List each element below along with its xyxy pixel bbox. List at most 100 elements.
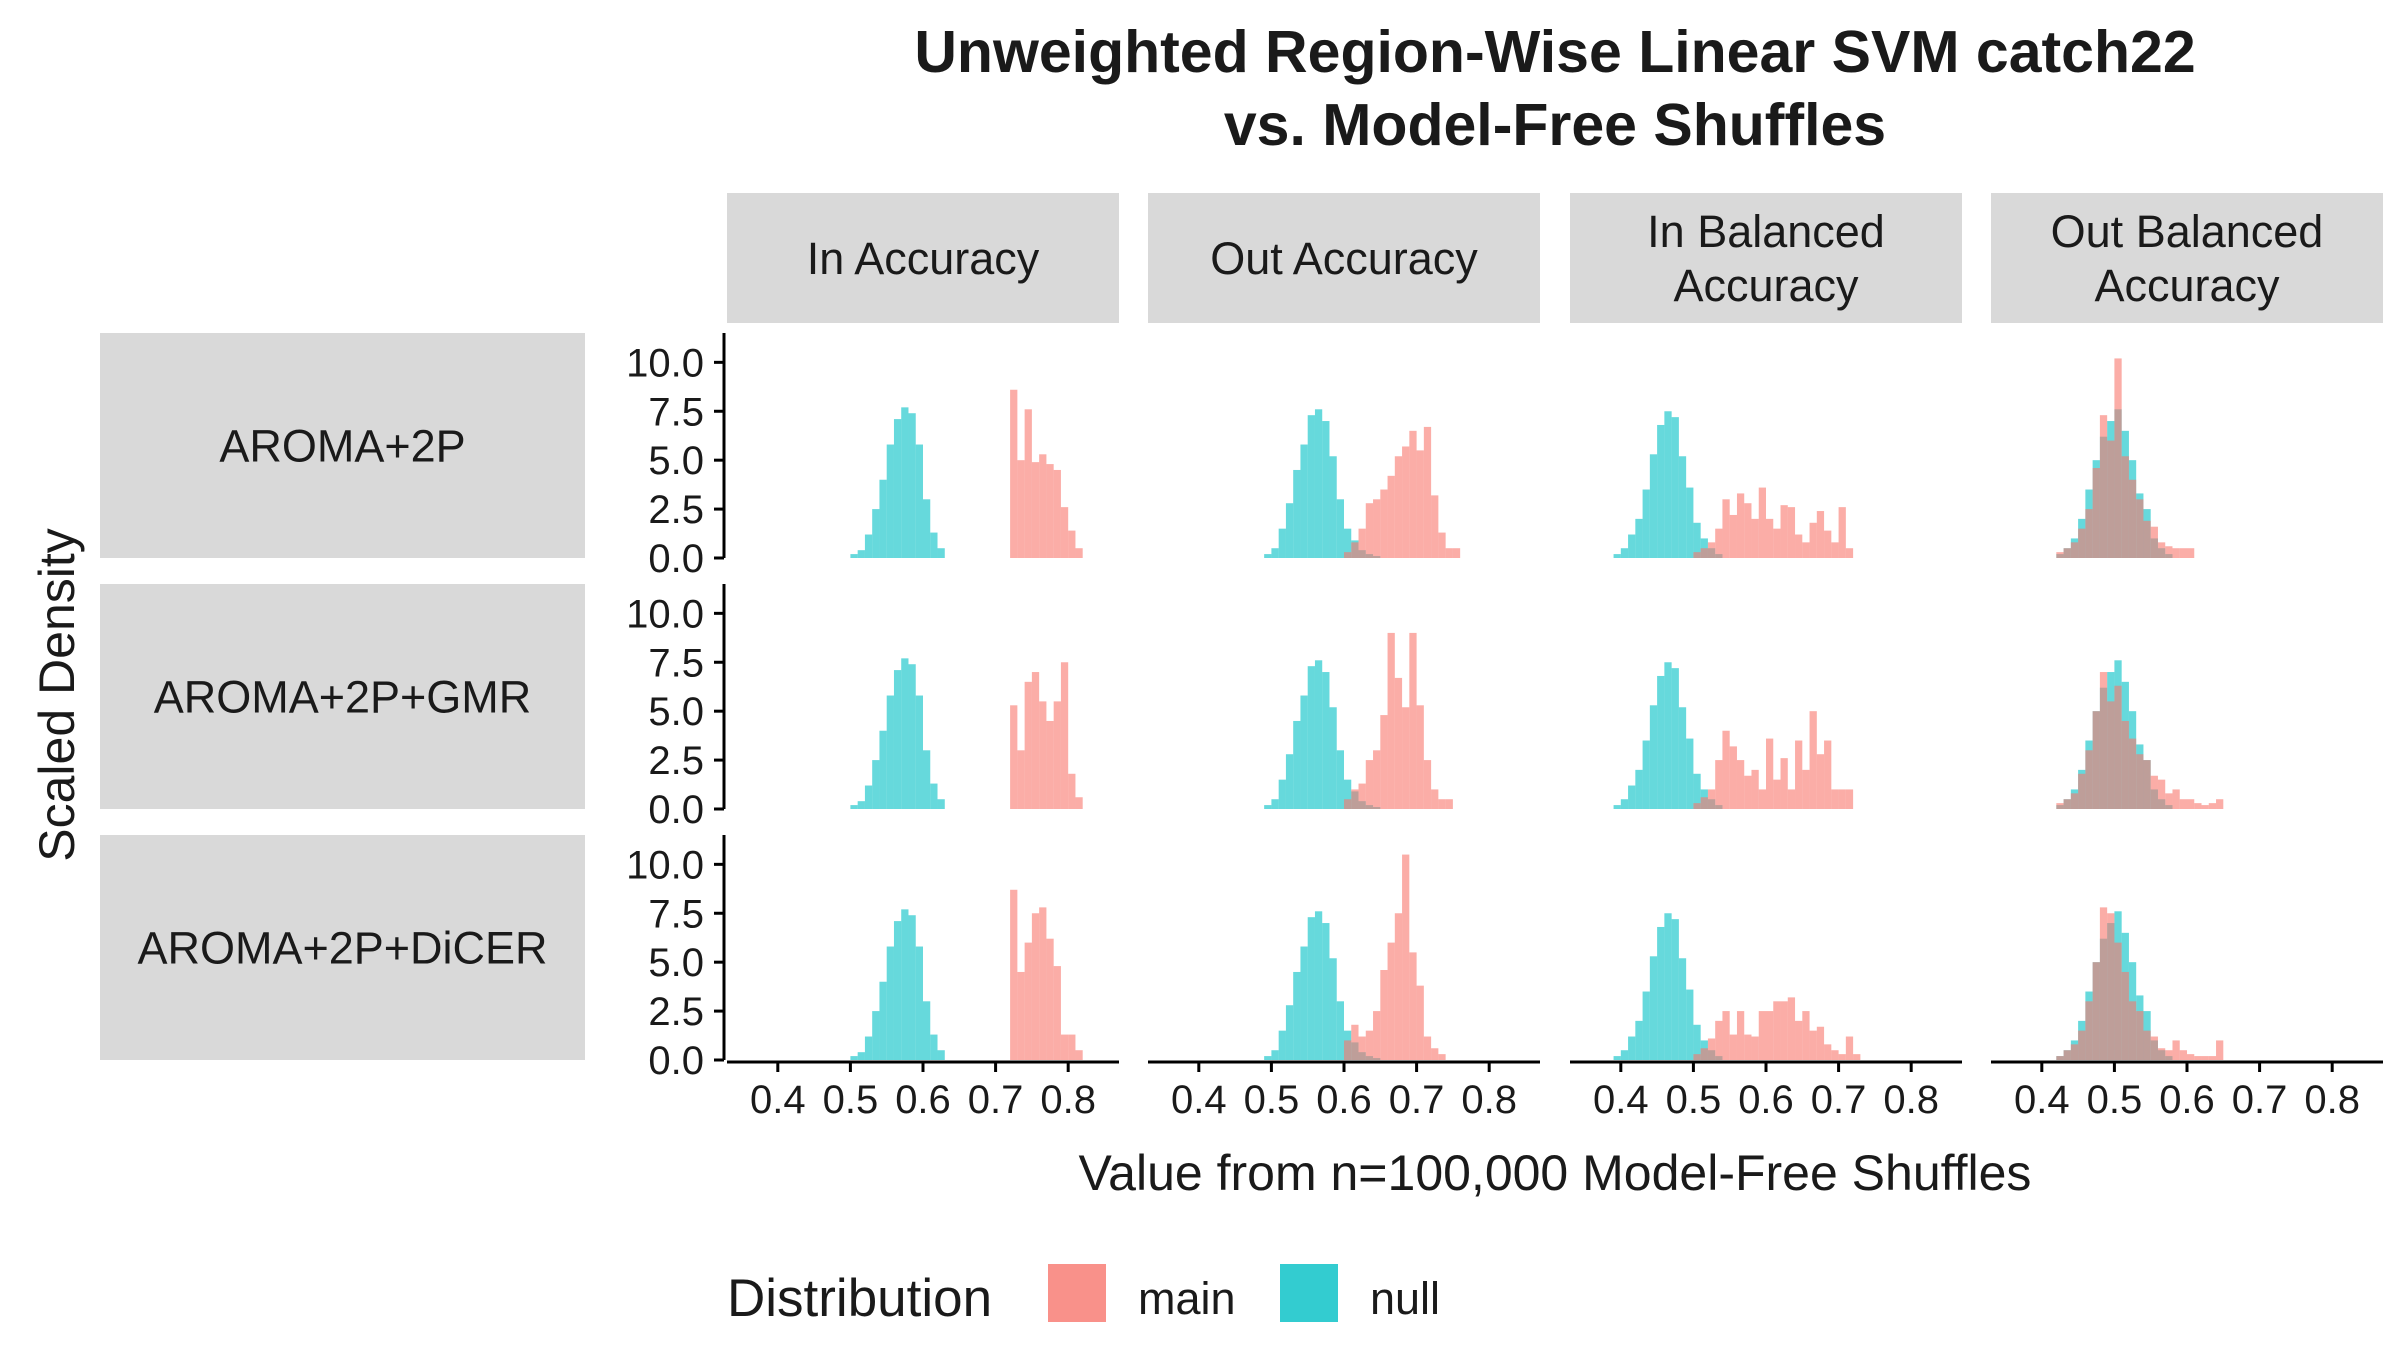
- main-bar: [1046, 720, 1054, 809]
- null-bar: [1336, 1001, 1344, 1060]
- column-strip-label: Out Balanced: [2051, 206, 2324, 257]
- main-bar: [1431, 1048, 1439, 1060]
- main-bar: [2172, 1040, 2180, 1060]
- column-strip-out-accuracy: Out Accuracy: [1148, 193, 1540, 323]
- y-tick-label: 7.5: [648, 641, 704, 685]
- panel-aroma-2p-gmr-out-balanced-accuracy: [2056, 660, 2224, 809]
- y-tick-label: 0.0: [648, 1039, 704, 1083]
- row-strip-background: [100, 584, 585, 809]
- main-bar: [1039, 701, 1047, 809]
- main-bar: [1736, 760, 1745, 809]
- x-tick-label: 0.4: [1593, 1078, 1649, 1122]
- null-bar: [923, 1001, 931, 1060]
- main-bar: [1053, 701, 1061, 809]
- main-bar: [1758, 487, 1766, 558]
- legend: Distribution main null: [727, 1264, 1440, 1328]
- null-bar: [1628, 785, 1636, 809]
- main-bar: [2056, 552, 2064, 558]
- main-bar: [1053, 966, 1061, 1060]
- main-bar: [1365, 503, 1374, 558]
- main-bar: [1838, 789, 1846, 809]
- main-bar: [1409, 632, 1417, 809]
- panel-aroma-2p-gmr-in-accuracy: [850, 658, 1083, 809]
- null-bar: [1314, 911, 1323, 1060]
- null-bar: [893, 670, 902, 809]
- main-bar: [1068, 773, 1076, 809]
- main-bar: [2063, 548, 2071, 558]
- main-bar: [2157, 1048, 2166, 1060]
- column-strip-label: In Balanced: [1647, 206, 1885, 257]
- main-bar: [2150, 526, 2158, 558]
- main-bar: [2128, 1001, 2137, 1060]
- main-bar: [1715, 1020, 1723, 1060]
- y-tick-label: 5.0: [648, 941, 704, 985]
- main-bar: [1039, 907, 1047, 1060]
- main-bar: [1824, 530, 1832, 558]
- main-bar: [2201, 1056, 2209, 1060]
- null-bar: [930, 532, 938, 558]
- main-bar: [1060, 662, 1069, 809]
- x-tick-label: 0.8: [1461, 1078, 1517, 1122]
- main-bar: [2107, 440, 2115, 558]
- legend-item-null: null: [1280, 1264, 1440, 1324]
- panel-aroma-2p-out-balanced-accuracy: [2056, 358, 2195, 558]
- main-bar: [1010, 889, 1018, 1060]
- main-bar: [1075, 797, 1083, 809]
- main-bar: [1075, 1050, 1083, 1060]
- main-bar: [2187, 1054, 2195, 1060]
- null-bar: [1693, 1024, 1701, 1060]
- null-bar: [901, 407, 909, 558]
- main-bar: [1744, 775, 1752, 809]
- main-bar: [1358, 783, 1366, 809]
- null-bar: [879, 981, 887, 1060]
- y-tick-label: 0.0: [648, 537, 704, 581]
- null-bar: [1322, 421, 1330, 558]
- main-bar: [1780, 505, 1788, 558]
- row-strip-aroma-2p-dicer: AROMA+2P+DiCER: [100, 835, 585, 1060]
- panel-aroma-2p-dicer-out-balanced-accuracy: [2056, 907, 2224, 1060]
- main-bar: [1010, 389, 1018, 558]
- main-bar: [1431, 789, 1439, 809]
- main-bar: [1387, 942, 1395, 1060]
- main-bar: [1452, 548, 1461, 558]
- main-bar: [1402, 707, 1410, 809]
- main-bar: [2165, 793, 2173, 809]
- main-bar: [1816, 1026, 1825, 1060]
- null-bar: [1307, 917, 1315, 1060]
- main-bar: [1423, 760, 1432, 809]
- main-bar: [1722, 1011, 1730, 1060]
- main-bar: [1831, 1050, 1839, 1060]
- y-axis-aroma-2p-dicer: 0.0 2.5 5.0 7.5 10.0: [626, 835, 726, 1083]
- null-bar: [923, 499, 931, 558]
- main-bar: [1438, 799, 1446, 809]
- x-tick-label: 0.4: [750, 1078, 806, 1122]
- main-bar: [1365, 1030, 1374, 1060]
- main-bar: [1017, 460, 1025, 558]
- null-bar: [1620, 799, 1629, 809]
- y-tick-label: 7.5: [648, 390, 704, 434]
- row-strip-label: AROMA+2P+DiCER: [137, 923, 547, 974]
- null-bar: [864, 534, 873, 558]
- main-bar: [1060, 1034, 1069, 1060]
- main-bar: [2128, 738, 2137, 809]
- null-bar: [930, 783, 938, 809]
- main-bar: [1373, 750, 1381, 809]
- null-bar: [1336, 499, 1344, 558]
- null-bar: [886, 946, 894, 1060]
- main-bar: [1068, 1034, 1076, 1060]
- null-bar: [1285, 503, 1294, 558]
- main-bar: [1344, 799, 1352, 809]
- null-bar: [1642, 991, 1650, 1060]
- null-bar: [1264, 1056, 1272, 1060]
- main-bar: [2099, 907, 2108, 1060]
- main-bar: [2208, 1056, 2217, 1060]
- main-bar: [2114, 358, 2122, 558]
- main-bar: [1700, 1048, 1708, 1060]
- main-bar: [1431, 495, 1439, 558]
- main-bar: [1809, 711, 1817, 809]
- main-bar: [1729, 746, 1737, 809]
- main-bar: [1017, 750, 1025, 809]
- main-bar: [2121, 720, 2129, 809]
- panel-aroma-2p-in-accuracy: [850, 389, 1083, 558]
